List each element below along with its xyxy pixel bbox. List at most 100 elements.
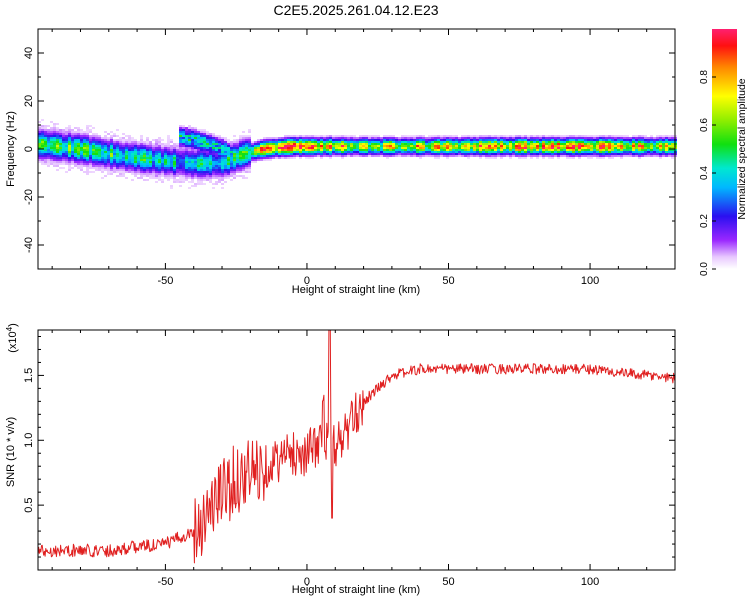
heatmap-cell (137, 143, 140, 145)
heatmap-cell (464, 153, 467, 155)
heatmap-cell (515, 149, 518, 151)
heatmap-cell (602, 135, 605, 137)
heatmap-cell (44, 159, 47, 161)
heatmap-cell (332, 149, 335, 151)
heatmap-cell (221, 171, 224, 173)
heatmap-cell (245, 161, 248, 163)
heatmap-cell (635, 135, 638, 137)
heatmap-cell (566, 135, 569, 137)
heatmap-cell (116, 153, 119, 155)
heatmap-cell (413, 145, 416, 147)
heatmap-cell (278, 149, 281, 151)
heatmap-cell (197, 157, 200, 159)
heatmap-cell (521, 145, 524, 147)
heatmap-cell (248, 163, 251, 165)
heatmap-cell (233, 175, 236, 177)
heatmap-cell (500, 153, 503, 155)
heatmap-cell (149, 147, 152, 149)
heatmap-cell (350, 151, 353, 153)
heatmap-cell (545, 145, 548, 147)
heatmap-cell (257, 143, 260, 145)
heatmap-cell (368, 151, 371, 153)
heatmap-cell (662, 135, 665, 137)
heatmap-cell (641, 143, 644, 145)
heatmap-cell (587, 157, 590, 159)
heatmap-cell (131, 153, 134, 155)
heatmap-cell (320, 145, 323, 147)
heatmap-cell (671, 147, 674, 149)
heatmap-cell (191, 133, 194, 135)
heatmap-cell (206, 137, 209, 139)
heatmap-cell (485, 153, 488, 155)
heatmap-cell (320, 135, 323, 137)
heatmap-cell (206, 173, 209, 175)
heatmap-cell (278, 139, 281, 141)
heatmap-cell (173, 163, 176, 165)
heatmap-cell (206, 165, 209, 167)
heatmap-cell (53, 143, 56, 145)
heatmap-cell (134, 167, 137, 169)
heatmap-cell (440, 137, 443, 139)
heatmap-cell (230, 171, 233, 173)
heatmap-cell (284, 141, 287, 143)
heatmap-cell (101, 157, 104, 159)
heatmap-cell (662, 145, 665, 147)
heatmap-cell (119, 167, 122, 169)
heatmap-cell (542, 135, 545, 137)
heatmap-cell (446, 153, 449, 155)
heatmap-cell (251, 155, 254, 157)
heatmap-cell (596, 151, 599, 153)
heatmap-cell (200, 169, 203, 171)
heatmap-cell (101, 145, 104, 147)
heatmap-cell (215, 155, 218, 157)
heatmap-cell (164, 161, 167, 163)
heatmap-cell (227, 159, 230, 161)
heatmap-cell (179, 179, 182, 181)
heatmap-cell (101, 139, 104, 141)
heatmap-cell (308, 139, 311, 141)
heatmap-cell (242, 167, 245, 169)
heatmap-cell (626, 149, 629, 151)
heatmap-cell (296, 151, 299, 153)
heatmap-cell (197, 181, 200, 183)
heatmap-cell (164, 151, 167, 153)
heatmap-cell (611, 151, 614, 153)
heatmap-cell (161, 169, 164, 171)
heatmap-cell (209, 151, 212, 153)
heatmap-cell (635, 153, 638, 155)
heatmap-cell (551, 141, 554, 143)
heatmap-cell (62, 157, 65, 159)
heatmap-cell (395, 147, 398, 149)
heatmap-cell (194, 169, 197, 171)
heatmap-cell (341, 151, 344, 153)
heatmap-cell (212, 159, 215, 161)
heatmap-cell (80, 155, 83, 157)
heatmap-cell (623, 155, 626, 157)
heatmap-cell (419, 139, 422, 141)
heatmap-cell (566, 151, 569, 153)
heatmap-cell (149, 177, 152, 179)
heatmap-cell (521, 141, 524, 143)
heatmap-cell (188, 125, 191, 127)
heatmap-cell (185, 135, 188, 137)
heatmap-cell (509, 137, 512, 139)
heatmap-cell (50, 135, 53, 137)
heatmap-cell (95, 149, 98, 151)
heatmap-cell (578, 141, 581, 143)
heatmap-cell (269, 137, 272, 139)
heatmap-cell (446, 139, 449, 141)
heatmap-cell (449, 147, 452, 149)
heatmap-cell (602, 139, 605, 141)
heatmap-cell (161, 173, 164, 175)
heatmap-cell (224, 139, 227, 141)
heatmap-cell (50, 163, 53, 165)
heatmap-cell (68, 145, 71, 147)
heatmap-cell (614, 149, 617, 151)
heatmap-cell (539, 135, 542, 137)
heatmap-cell (500, 147, 503, 149)
heatmap-cell (242, 149, 245, 151)
heatmap-cell (179, 139, 182, 141)
heatmap-cell (62, 133, 65, 135)
heatmap-cell (563, 149, 566, 151)
heatmap-cell (449, 149, 452, 151)
